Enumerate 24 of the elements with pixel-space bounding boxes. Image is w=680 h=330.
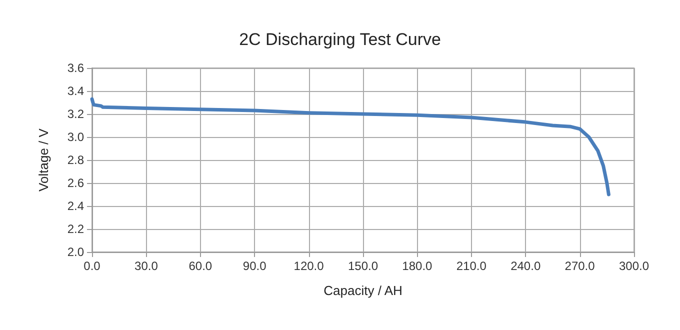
x-tick-label: 180.0 (402, 259, 433, 273)
x-tick-label: 150.0 (348, 259, 378, 273)
x-tick-label: 0.0 (84, 259, 101, 273)
y-axis-title: Voltage / V (36, 128, 51, 192)
y-tick-label: 2.6 (67, 176, 84, 190)
line-series (90, 97, 610, 196)
x-tick-label: 120.0 (294, 259, 324, 273)
x-tick-label: 210.0 (456, 259, 487, 273)
x-axis-title: Capacity / AH (324, 283, 402, 298)
x-tick-label: 240.0 (510, 259, 541, 273)
y-tick-label: 2.0 (67, 245, 84, 259)
y-tick-label: 3.2 (67, 107, 84, 121)
y-tick-label: 3.0 (67, 130, 84, 144)
y-tick-label: 3.6 (67, 61, 84, 75)
x-tick-label: 30.0 (134, 259, 158, 273)
y-tick-label: 2.2 (67, 222, 84, 236)
chart-title: 2C Discharging Test Curve (239, 30, 441, 49)
x-tick-label: 60.0 (188, 259, 212, 273)
x-tick-label: 270.0 (564, 259, 596, 273)
y-tick-label: 3.4 (67, 84, 84, 98)
x-tick-label: 90.0 (242, 259, 267, 273)
y-tick-label: 2.4 (67, 199, 84, 213)
y-tick-label: 2.8 (67, 153, 84, 167)
x-tick-label: 300.0 (618, 259, 650, 273)
